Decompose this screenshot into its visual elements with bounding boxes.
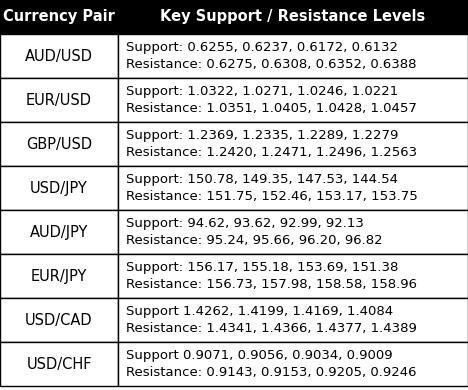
Text: Support: 150.78, 149.35, 147.53, 144.54: Support: 150.78, 149.35, 147.53, 144.54 (126, 173, 398, 186)
Text: USD/CHF: USD/CHF (26, 356, 92, 372)
Text: Resistance: 1.4341, 1.4366, 1.4377, 1.4389: Resistance: 1.4341, 1.4366, 1.4377, 1.43… (126, 322, 417, 335)
Bar (118, 298, 468, 342)
Bar (0, 298, 118, 342)
Text: AUD/JPY: AUD/JPY (30, 225, 88, 239)
Text: Currency Pair: Currency Pair (3, 9, 115, 25)
Bar (118, 34, 468, 78)
Bar (118, 342, 468, 386)
Text: USD/CAD: USD/CAD (25, 312, 93, 328)
Text: Resistance: 0.9143, 0.9153, 0.9205, 0.9246: Resistance: 0.9143, 0.9153, 0.9205, 0.92… (126, 366, 417, 379)
Text: Resistance: 1.0351, 1.0405, 1.0428, 1.0457: Resistance: 1.0351, 1.0405, 1.0428, 1.04… (126, 102, 417, 115)
Text: Resistance: 1.2420, 1.2471, 1.2496, 1.2563: Resistance: 1.2420, 1.2471, 1.2496, 1.25… (126, 146, 417, 159)
Bar (0, 254, 118, 298)
Text: Resistance: 0.6275, 0.6308, 0.6352, 0.6388: Resistance: 0.6275, 0.6308, 0.6352, 0.63… (126, 58, 417, 71)
Text: Support: 1.0322, 1.0271, 1.0246, 1.0221: Support: 1.0322, 1.0271, 1.0246, 1.0221 (126, 85, 398, 98)
Bar (118, 0, 468, 34)
Text: GBP/USD: GBP/USD (26, 136, 92, 151)
Bar (118, 254, 468, 298)
Bar (118, 122, 468, 166)
Text: Support: 156.17, 155.18, 153.69, 151.38: Support: 156.17, 155.18, 153.69, 151.38 (126, 261, 398, 274)
Text: Resistance: 151.75, 152.46, 153.17, 153.75: Resistance: 151.75, 152.46, 153.17, 153.… (126, 190, 418, 203)
Text: Support: 1.2369, 1.2335, 1.2289, 1.2279: Support: 1.2369, 1.2335, 1.2289, 1.2279 (126, 129, 398, 142)
Text: EUR/JPY: EUR/JPY (31, 268, 87, 284)
Text: Resistance: 95.24, 95.66, 96.20, 96.82: Resistance: 95.24, 95.66, 96.20, 96.82 (126, 234, 383, 247)
Text: Support: 0.6255, 0.6237, 0.6172, 0.6132: Support: 0.6255, 0.6237, 0.6172, 0.6132 (126, 41, 398, 54)
Bar (118, 166, 468, 210)
Bar (0, 342, 118, 386)
Bar (0, 122, 118, 166)
Bar (0, 210, 118, 254)
Bar (0, 166, 118, 210)
Bar (0, 78, 118, 122)
Bar (118, 210, 468, 254)
Text: Resistance: 156.73, 157.98, 158.58, 158.96: Resistance: 156.73, 157.98, 158.58, 158.… (126, 278, 417, 291)
Bar (0, 34, 118, 78)
Text: Support 0.9071, 0.9056, 0.9034, 0.9009: Support 0.9071, 0.9056, 0.9034, 0.9009 (126, 349, 393, 362)
Text: EUR/USD: EUR/USD (26, 92, 92, 108)
Text: USD/JPY: USD/JPY (30, 181, 88, 195)
Text: Support: 94.62, 93.62, 92.99, 92.13: Support: 94.62, 93.62, 92.99, 92.13 (126, 217, 364, 230)
Bar (0, 0, 118, 34)
Text: Key Support / Resistance Levels: Key Support / Resistance Levels (161, 9, 425, 25)
Text: AUD/USD: AUD/USD (25, 48, 93, 64)
Text: Support 1.4262, 1.4199, 1.4169, 1.4084: Support 1.4262, 1.4199, 1.4169, 1.4084 (126, 305, 393, 318)
Bar (118, 78, 468, 122)
